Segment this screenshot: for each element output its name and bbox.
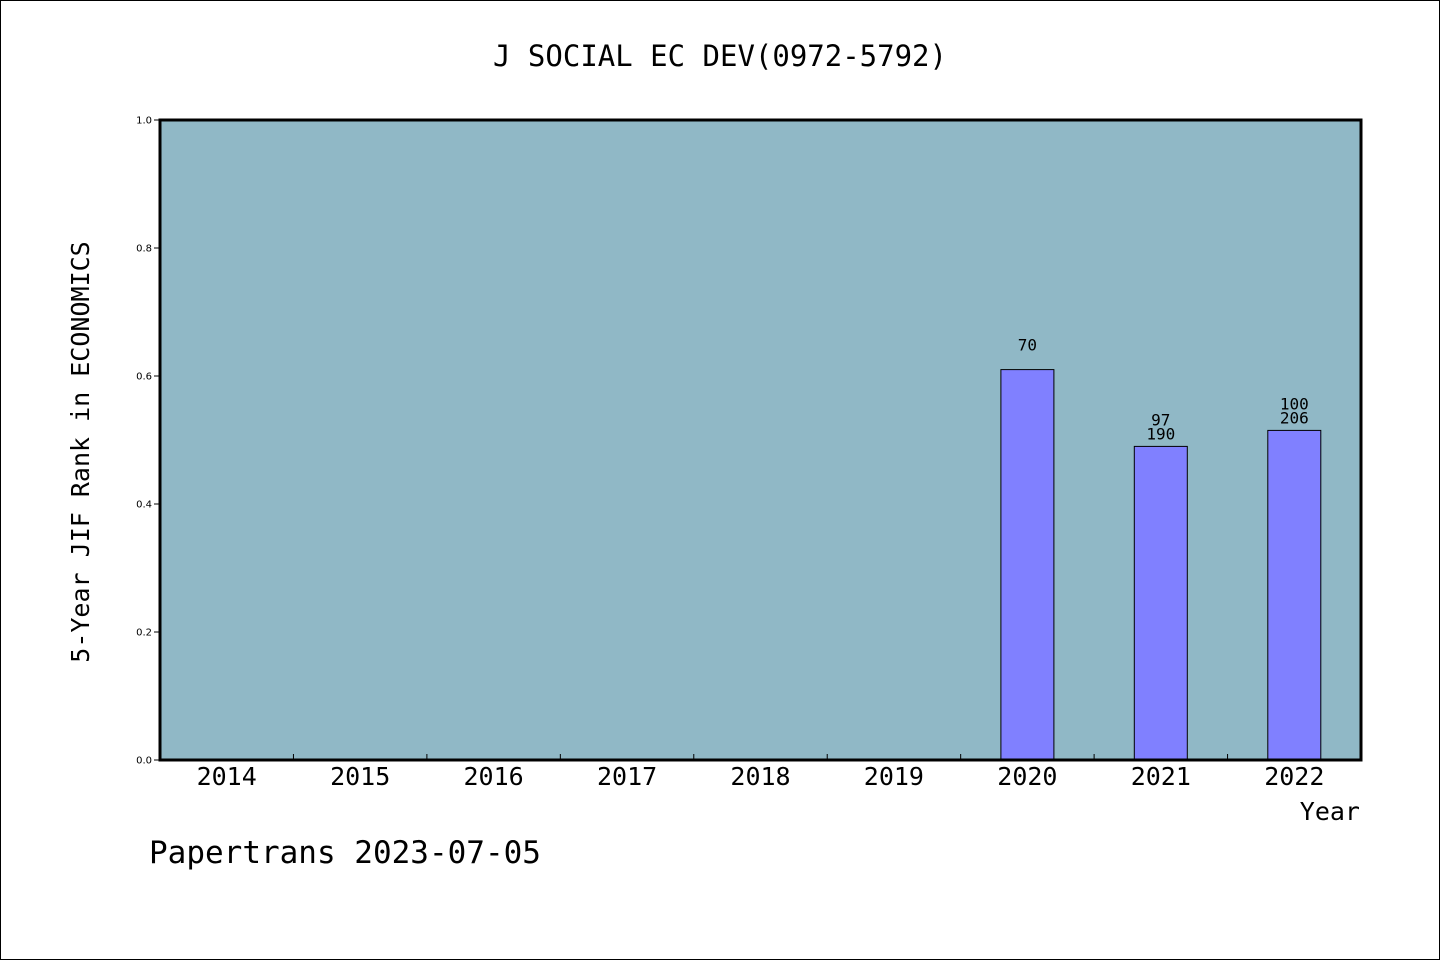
y-tick-label-0.2: 0.2 bbox=[136, 628, 152, 639]
x-tick-label-2016: 2016 bbox=[463, 762, 523, 791]
bar-2020 bbox=[1000, 369, 1055, 761]
chart-title: J SOCIAL EC DEV(0972-5792) bbox=[493, 39, 947, 73]
x-tick-label-2021: 2021 bbox=[1131, 762, 1191, 791]
x-tick-label-2019: 2019 bbox=[864, 762, 924, 791]
y-axis-label: 5-Year JIF Rank in ECONOMICS bbox=[66, 241, 95, 662]
bars-layer bbox=[1000, 369, 1322, 761]
bar-2021 bbox=[1133, 445, 1188, 761]
bar-label-2021-1: 190 bbox=[1146, 424, 1175, 443]
y-tick-label-0.4: 0.4 bbox=[136, 500, 152, 511]
plot-border bbox=[158, 118, 1363, 762]
x-tick-label-2014: 2014 bbox=[197, 762, 257, 791]
x-tick-label-2015: 2015 bbox=[330, 762, 390, 791]
x-tick-label-2018: 2018 bbox=[730, 762, 790, 791]
x-tick-label-2020: 2020 bbox=[997, 762, 1057, 791]
y-tick-label-0.6: 0.6 bbox=[136, 372, 152, 383]
y-tick-label-1.0: 1.0 bbox=[136, 116, 152, 127]
bar-label-2021-0: 97 bbox=[1151, 410, 1170, 429]
y-tick-label-0.8: 0.8 bbox=[136, 244, 152, 255]
bar-label-2022-1: 206 bbox=[1280, 408, 1309, 427]
bar-2022 bbox=[1267, 429, 1322, 761]
x-tick-label-2022: 2022 bbox=[1264, 762, 1324, 791]
bar-label-2022-0: 100 bbox=[1280, 394, 1309, 413]
footer-text: Papertrans 2023-07-05 bbox=[149, 835, 541, 871]
ticks-layer: 0.0 0.2 0.4 0.6 0.8 1.0 2014 2015 2016 2017 2018 20… bbox=[136, 116, 1324, 792]
bar-label-2020-0: 70 bbox=[1018, 336, 1037, 355]
y-tick-label-0.0: 0.0 bbox=[136, 756, 152, 767]
x-axis-label: Year bbox=[1300, 797, 1360, 826]
x-tick-label-2017: 2017 bbox=[597, 762, 657, 791]
